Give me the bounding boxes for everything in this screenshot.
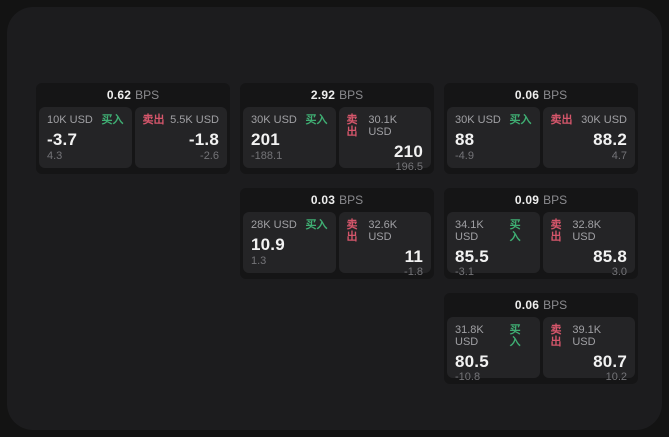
buy-price: 85.5 <box>455 247 489 266</box>
buy-price: 80.5 <box>455 352 489 371</box>
buy-amount: 30K USD <box>251 114 297 126</box>
buy-delta: -3.1 <box>455 266 474 278</box>
card-header: 0.06 BPS <box>444 293 638 317</box>
card-header: 0.09 BPS <box>444 188 638 212</box>
buy-side-label: 买入 <box>305 114 328 126</box>
quote-panels: 30K USD 买入 88 -4.9 卖出 30K USD 88.2 4.7 <box>444 107 638 171</box>
buy-amount: 28K USD <box>251 219 297 231</box>
sell-quote-panel[interactable]: 卖出 32.6K USD 11 -1.8 <box>338 212 431 278</box>
buy-side-label: 买入 <box>305 219 328 231</box>
sell-amount: 32.8K USD <box>572 219 602 243</box>
sell-quote-panel[interactable]: 卖出 30K USD 88.2 4.7 <box>542 107 635 168</box>
bps-suffix-label: BPS <box>543 298 568 312</box>
bps-value: 2.92 <box>310 88 336 102</box>
sell-price: 210 <box>394 142 423 161</box>
quote-card: 0.62 BPS 10K USD 买入 -3.7 4.3 卖出 5.5K USD… <box>36 83 230 174</box>
buy-quote-panel[interactable]: 30K USD 买入 88 -4.9 <box>447 107 540 168</box>
buy-side-label: 买入 <box>509 114 532 126</box>
bps-value: 0.62 <box>106 88 132 102</box>
sell-price: 11 <box>404 247 423 266</box>
quote-panels: 34.1K USD 买入 85.5 -3.1 卖出 32.8K USD 85.8… <box>444 212 638 278</box>
quote-card: 0.09 BPS 34.1K USD 买入 85.5 -3.1 卖出 32.8K… <box>444 188 638 279</box>
cards-grid: 0.62 BPS 10K USD 买入 -3.7 4.3 卖出 5.5K USD… <box>36 83 638 388</box>
sell-side-label: 卖出 <box>346 219 358 243</box>
quote-panels: 28K USD 买入 10.9 1.3 卖出 32.6K USD 11 -1.8 <box>240 212 434 278</box>
sell-delta: -1.8 <box>404 266 423 278</box>
bps-value: 0.06 <box>514 88 540 102</box>
sell-quote-panel[interactable]: 卖出 32.8K USD 85.8 3.0 <box>542 212 635 278</box>
sell-amount: 39.1K USD <box>572 324 602 348</box>
sell-quote-panel[interactable]: 卖出 39.1K USD 80.7 10.2 <box>542 317 635 383</box>
buy-side-label: 买入 <box>509 219 521 243</box>
sell-quote-panel[interactable]: 卖出 5.5K USD -1.8 -2.6 <box>134 107 227 168</box>
bps-value: 0.09 <box>514 193 540 207</box>
buy-quote-panel[interactable]: 31.8K USD 买入 80.5 -10.8 <box>447 317 540 383</box>
buy-price: 201 <box>251 130 280 149</box>
sell-delta: -2.6 <box>200 150 219 162</box>
card-header: 0.06 BPS <box>444 83 638 107</box>
bps-suffix-label: BPS <box>543 88 568 102</box>
buy-quote-panel[interactable]: 10K USD 买入 -3.7 4.3 <box>39 107 132 168</box>
sell-side-label: 卖出 <box>550 219 562 243</box>
quote-panels: 31.8K USD 买入 80.5 -10.8 卖出 39.1K USD 80.… <box>444 317 638 383</box>
sell-price: 85.8 <box>593 247 627 266</box>
buy-quote-panel[interactable]: 28K USD 买入 10.9 1.3 <box>243 212 336 273</box>
bps-suffix-label: BPS <box>135 88 160 102</box>
sell-amount: 30K USD <box>581 114 627 126</box>
buy-price: 10.9 <box>251 235 285 254</box>
sell-delta: 10.2 <box>605 371 627 383</box>
buy-amount: 31.8K USD <box>455 324 484 348</box>
buy-delta: 1.3 <box>251 255 267 267</box>
sell-price: 80.7 <box>593 352 627 371</box>
bps-suffix-label: BPS <box>339 88 364 102</box>
sell-quote-panel[interactable]: 卖出 30.1K USD 210 196.5 <box>338 107 431 173</box>
card-header: 0.03 BPS <box>240 188 434 212</box>
quote-card: 2.92 BPS 30K USD 买入 201 -188.1 卖出 30.1K … <box>240 83 434 174</box>
quote-card: 0.06 BPS 30K USD 买入 88 -4.9 卖出 30K USD 8… <box>444 83 638 174</box>
quote-card: 0.03 BPS 28K USD 买入 10.9 1.3 卖出 32.6K US… <box>240 188 434 279</box>
buy-delta: -188.1 <box>251 150 283 162</box>
buy-price: -3.7 <box>47 130 78 149</box>
buy-price: 88 <box>455 130 475 149</box>
buy-quote-panel[interactable]: 30K USD 买入 201 -188.1 <box>243 107 336 168</box>
bps-suffix-label: BPS <box>339 193 364 207</box>
bps-value: 0.06 <box>514 298 540 312</box>
buy-side-label: 买入 <box>101 114 124 126</box>
buy-delta: -10.8 <box>455 371 481 383</box>
sell-side-label: 卖出 <box>550 324 562 348</box>
sell-amount: 30.1K USD <box>368 114 398 138</box>
bps-value: 0.03 <box>310 193 336 207</box>
buy-delta: 4.3 <box>47 150 63 162</box>
buy-amount: 30K USD <box>455 114 501 126</box>
buy-side-label: 买入 <box>509 324 521 348</box>
sell-delta: 4.7 <box>611 150 627 162</box>
sell-amount: 5.5K USD <box>170 114 219 126</box>
buy-delta: -4.9 <box>455 150 474 162</box>
sell-delta: 196.5 <box>395 161 423 173</box>
sell-price: 88.2 <box>593 130 627 149</box>
quote-card: 0.06 BPS 31.8K USD 买入 80.5 -10.8 卖出 39.1… <box>444 293 638 384</box>
sell-side-label: 卖出 <box>550 114 573 126</box>
sell-side-label: 卖出 <box>142 114 165 126</box>
buy-amount: 34.1K USD <box>455 219 484 243</box>
card-header: 2.92 BPS <box>240 83 434 107</box>
card-header: 0.62 BPS <box>36 83 230 107</box>
quote-panels: 10K USD 买入 -3.7 4.3 卖出 5.5K USD -1.8 -2.… <box>36 107 230 171</box>
sell-price: -1.8 <box>188 130 219 149</box>
sell-amount: 32.6K USD <box>368 219 398 243</box>
sell-side-label: 卖出 <box>346 114 358 138</box>
bps-suffix-label: BPS <box>543 193 568 207</box>
buy-quote-panel[interactable]: 34.1K USD 买入 85.5 -3.1 <box>447 212 540 278</box>
sell-delta: 3.0 <box>611 266 627 278</box>
app-panel: 0.62 BPS 10K USD 买入 -3.7 4.3 卖出 5.5K USD… <box>7 7 662 430</box>
quote-panels: 30K USD 买入 201 -188.1 卖出 30.1K USD 210 1… <box>240 107 434 173</box>
buy-amount: 10K USD <box>47 114 93 126</box>
